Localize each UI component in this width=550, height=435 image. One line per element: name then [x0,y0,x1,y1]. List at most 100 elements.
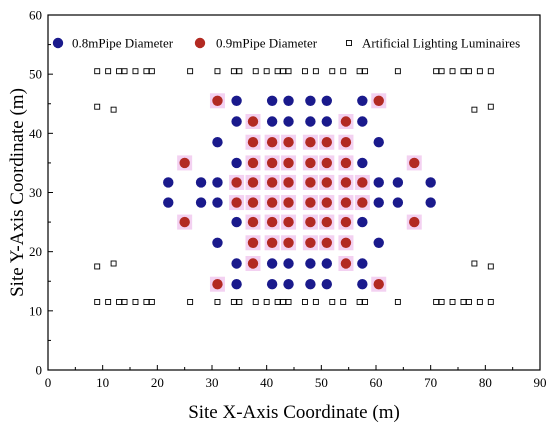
x-tick-label: 20 [151,375,164,390]
pipe-08-point [321,258,332,269]
x-tick-label: 10 [96,375,109,390]
pipe-09-point [357,177,368,188]
pipe-09-point [231,177,242,188]
pipe-08-point [266,258,278,269]
pipe-09-point [283,216,294,228]
pipe-08-point [283,279,294,290]
legend-marker [194,37,206,49]
luminaire-point [280,299,287,305]
pipe-09-point [247,137,259,148]
luminaire-point [230,68,237,75]
pipe-09-point [409,157,420,169]
legend-marker [346,40,352,46]
luminaire-point [340,68,347,75]
pipe-09-point [247,258,259,269]
pipe-09-point [212,95,223,106]
pipe-09-point [409,216,420,228]
pipe-09-point [373,95,384,106]
pipe-09-point [179,157,190,169]
luminaire-point [465,68,472,75]
pipe-08-point [357,95,368,106]
plot-frame [47,14,541,371]
luminaire-point [476,68,483,75]
pipe-09-point [373,279,384,290]
pipe-09-point [179,216,190,228]
luminaire-point [356,68,363,75]
pipe-09-point [340,177,352,188]
luminaire-point [252,299,259,305]
luminaire-point [362,68,369,75]
pipe-08-point [373,137,384,148]
luminaire-point [148,68,155,75]
luminaire-point [438,68,445,75]
pipe-09-point [357,197,368,208]
pipe-09-point [305,197,316,208]
luminaire-point [263,299,270,305]
pipe-08-point [373,197,384,208]
luminaire-point [252,68,259,75]
luminaire-point [274,68,281,75]
y-tick-label: 20 [29,244,42,259]
luminaire-point [487,263,494,270]
pipe-09-point [266,157,278,169]
legend: 0.8mPipe Diameter 0.9mPipe Diameter Artifi… [52,36,520,51]
luminaire-point [301,68,308,75]
luminaire-point [301,299,308,305]
pipe-08-point [266,116,278,127]
pipe-08-point [231,258,242,269]
luminaire-point [356,299,363,305]
luminaire-point [121,299,128,305]
pipe-09-point [305,216,316,228]
legend-label: 0.9mPipe Diameter [216,36,318,51]
pipe-09-point [321,177,332,188]
pipe-08-point [305,258,316,269]
x-tick-label: 0 [45,375,52,390]
plot-marks [94,68,494,305]
luminaire-point [285,68,292,75]
pipe-08-point [231,157,242,169]
pipe-08-point [357,258,368,269]
luminaire-point [116,299,123,305]
luminaire-point [236,68,243,75]
pipe-08-point [373,237,384,248]
luminaire-point [110,260,117,267]
pipe-08-point [305,279,316,290]
luminaire-point [285,299,292,305]
x-tick-label: 40 [260,375,273,390]
luminaire-point [487,299,494,305]
y-tick-label: 30 [29,185,42,200]
pipe-08-point [266,95,278,106]
pipe-09-point [340,116,352,127]
x-tick-label: 60 [370,375,383,390]
pipe-09-point [266,216,278,228]
legend-label: Artificial Lighting Luminaires [362,36,520,51]
luminaire-point [132,299,139,305]
luminaire-point [280,68,287,75]
pipe-09-point [247,216,259,228]
pipe-09-point [305,137,316,148]
pipe-09-point [247,116,259,127]
luminaire-point [105,68,112,75]
luminaire-point [394,299,401,305]
pipe-09-point [340,197,352,208]
pipe-08-point [357,157,368,169]
x-axis-ticks: 0 10 20 30 40 50 60 70 80 90 [45,365,547,390]
luminaire-point [143,299,150,305]
luminaire-point [94,68,101,75]
y-tick-label: 10 [29,303,42,318]
pipe-09-point [340,258,352,269]
x-tick-label: 90 [534,375,547,390]
pipe-09-point [305,177,316,188]
pipe-08-point [163,197,174,208]
luminaire-point [214,299,221,305]
pipe-09-point [340,137,352,148]
x-tick-label: 50 [315,375,328,390]
pipe-09-point [266,177,278,188]
luminaire-point [110,106,117,113]
luminaire-point [460,68,467,75]
pipe-09-point [283,137,294,148]
x-tick-label: 30 [206,375,219,390]
pipe-09-point [247,177,259,188]
y-axis-title: Site Y-Axis Coordinate (m) [7,88,28,297]
pipe-08-point [231,216,242,228]
